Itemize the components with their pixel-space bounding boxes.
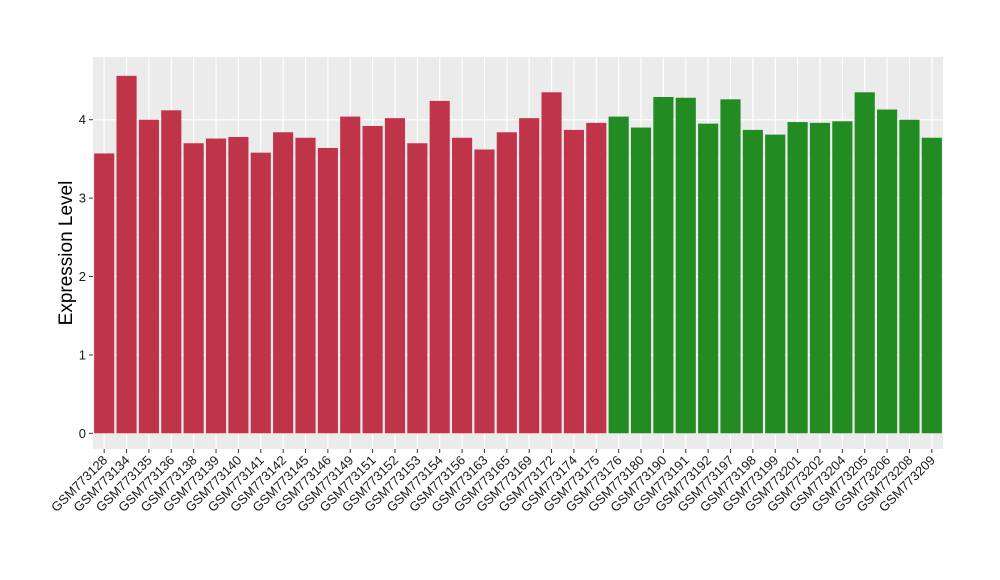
bar xyxy=(541,92,562,434)
bars xyxy=(94,75,942,434)
y-tick-label: 4 xyxy=(79,112,86,127)
y-tick-label: 3 xyxy=(79,191,86,206)
bar xyxy=(295,137,316,434)
bar xyxy=(94,153,115,434)
y-axis-title: Expression Level xyxy=(56,181,77,326)
bar xyxy=(698,123,719,434)
bar xyxy=(340,116,361,434)
bar xyxy=(832,121,853,434)
bar xyxy=(384,118,406,434)
bar xyxy=(205,138,227,434)
bar xyxy=(787,122,808,434)
bar xyxy=(563,129,584,434)
bar xyxy=(720,99,741,434)
bar xyxy=(742,129,763,434)
bar xyxy=(228,136,249,434)
bar xyxy=(899,119,920,434)
y-tick-label: 2 xyxy=(79,269,86,284)
bar xyxy=(161,110,182,434)
bar xyxy=(921,137,942,434)
bar xyxy=(452,137,473,434)
y-axis: 0 1 2 3 4 xyxy=(79,112,93,441)
bar xyxy=(474,149,495,434)
bar xyxy=(317,147,338,434)
bar xyxy=(407,143,428,434)
bar xyxy=(496,132,517,434)
bar xyxy=(362,125,383,434)
bar xyxy=(675,97,696,434)
bar xyxy=(877,109,898,434)
bar xyxy=(429,100,450,434)
bar xyxy=(183,143,204,434)
bar xyxy=(608,116,629,434)
bar xyxy=(519,118,540,434)
bar xyxy=(653,96,674,434)
y-tick-label: 1 xyxy=(79,347,86,362)
bar xyxy=(630,127,652,434)
bar xyxy=(250,152,271,434)
bar xyxy=(809,122,831,434)
bar xyxy=(273,132,294,434)
bar xyxy=(586,122,607,434)
bar xyxy=(854,92,875,434)
bar xyxy=(138,119,159,434)
bar xyxy=(116,75,137,434)
x-axis: GSM773128GSM773134GSM773135GSM773136GSM7… xyxy=(48,449,938,515)
y-tick-label: 0 xyxy=(79,426,86,441)
bar xyxy=(765,134,786,434)
